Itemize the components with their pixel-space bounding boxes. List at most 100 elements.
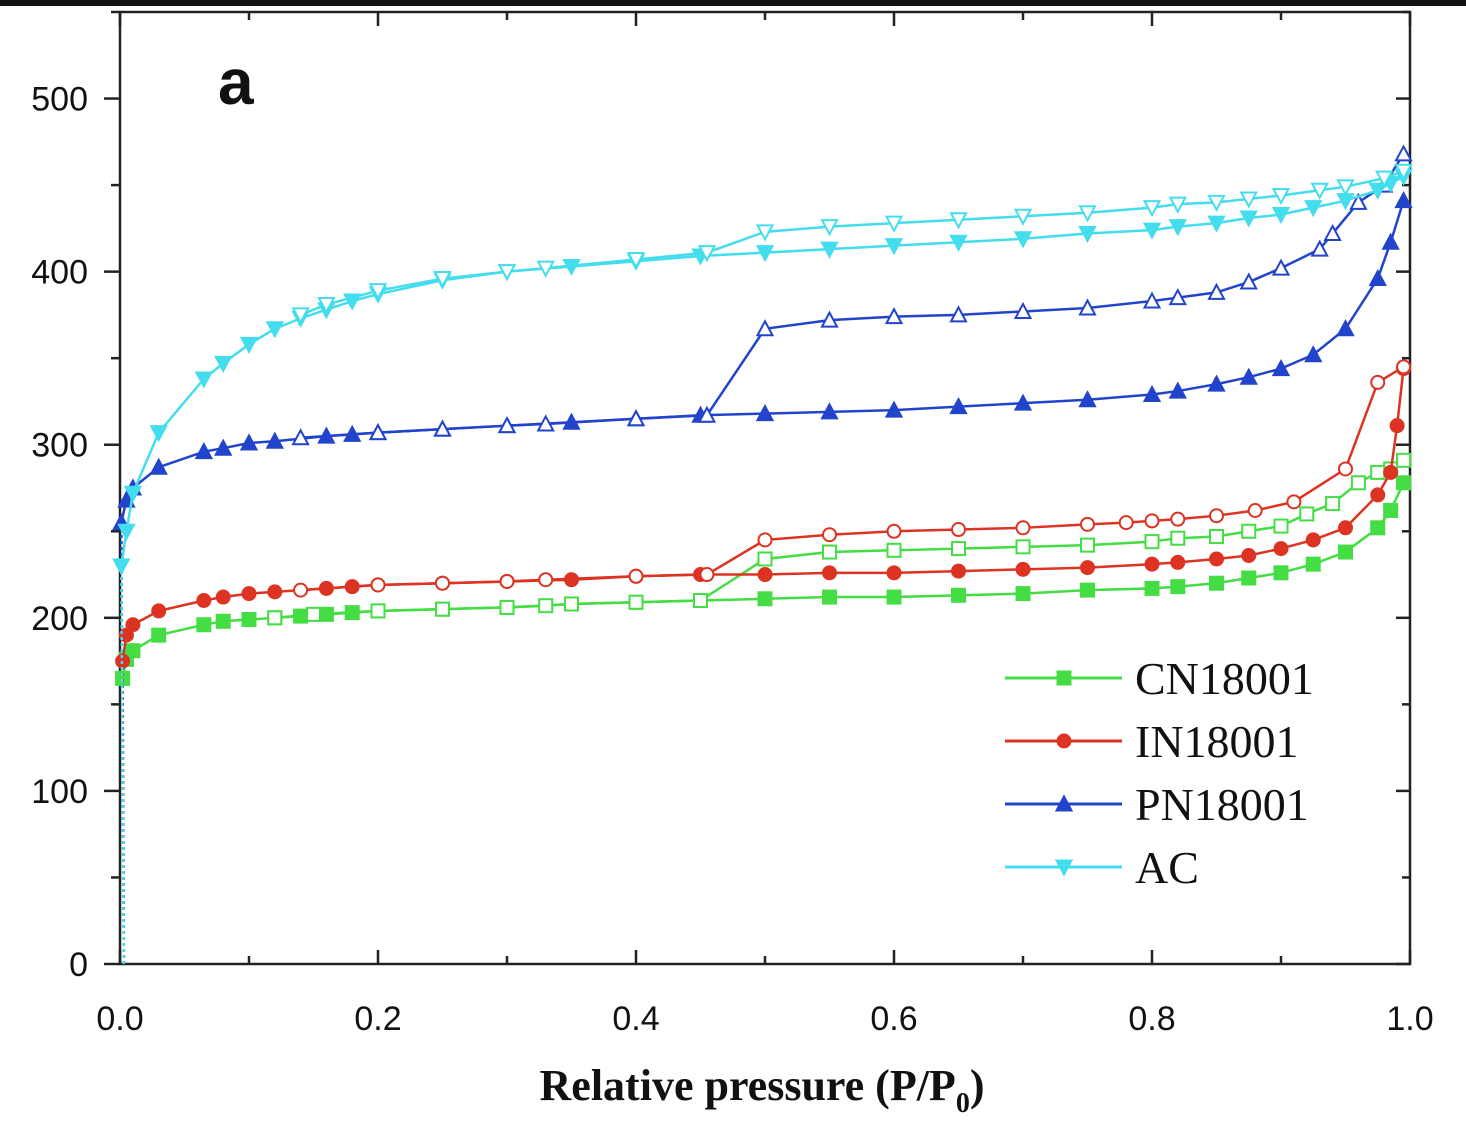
adsorption-point — [1304, 345, 1323, 363]
y-tick-label: 300 — [31, 427, 88, 465]
adsorption-point — [755, 403, 775, 422]
axis-ticks — [104, 10, 1412, 966]
desorption-point — [628, 568, 644, 584]
desorption-point — [1350, 475, 1366, 491]
desorption-point — [886, 542, 902, 558]
adsorption-point — [1241, 548, 1257, 564]
series-layer — [112, 144, 1413, 965]
desorption-point — [949, 212, 968, 230]
desorption-point — [536, 414, 555, 432]
series-CN18001 — [115, 452, 1412, 965]
top-border-strip — [0, 0, 1466, 6]
x-axis-title-close: ) — [970, 1061, 985, 1110]
y-tick-label: 100 — [31, 773, 88, 811]
desorption-point — [368, 283, 388, 301]
adsorption-point — [886, 565, 902, 581]
adsorption-point — [112, 558, 131, 576]
adsorption-point — [949, 234, 968, 252]
legend-marker — [1056, 670, 1072, 686]
adsorption-point — [755, 245, 775, 263]
desorption-point — [1015, 520, 1031, 536]
desorption-point — [267, 610, 283, 626]
desorption-point — [1310, 182, 1329, 200]
desorption-point — [1323, 223, 1342, 242]
desorption-point — [435, 601, 450, 617]
adsorption-point — [125, 643, 141, 659]
desorption-point — [1013, 301, 1033, 319]
adsorption-point — [951, 563, 966, 579]
adsorption-point — [1168, 381, 1187, 399]
series-AC — [112, 163, 1413, 965]
desorption-point — [628, 594, 644, 610]
adsorption-point — [265, 431, 284, 449]
adsorption-point — [1383, 503, 1399, 519]
desorption-point — [1336, 179, 1355, 197]
desorption-point — [822, 544, 837, 560]
desorption-point — [1078, 298, 1097, 316]
adsorption-point — [1383, 464, 1399, 480]
adsorption-point — [1144, 580, 1160, 596]
x-tick-labels: 0.0 0.2 0.4 0.6 0.8 1.0 — [96, 1000, 1433, 1038]
desorption-point — [1209, 508, 1224, 524]
adsorption-point — [1013, 393, 1033, 411]
legend-entry-CN18001: CN18001 — [1005, 653, 1314, 704]
x-axis-title-main: Relative pressure (P/P — [540, 1061, 956, 1110]
desorption-point — [820, 219, 839, 237]
adsorption-point — [1142, 222, 1162, 240]
desorption-point — [497, 416, 517, 434]
adsorption-point — [214, 438, 233, 456]
adsorption-point — [194, 371, 214, 389]
adsorption-point — [1305, 556, 1321, 572]
desorption-point — [1370, 464, 1386, 480]
panel-label: a — [218, 46, 254, 118]
desorption-point — [1325, 496, 1341, 512]
adsorption-point — [1239, 367, 1258, 385]
adsorption-point — [1271, 207, 1291, 225]
desorption-point — [626, 409, 646, 427]
adsorption-point — [1394, 191, 1413, 209]
adsorption-point — [317, 426, 336, 444]
desorption-point — [291, 428, 310, 446]
adsorption-point — [1013, 231, 1033, 249]
desorption-point — [1394, 163, 1413, 181]
adsorption-point — [1142, 384, 1162, 403]
desorption-point — [306, 606, 321, 622]
adsorption-point — [1144, 556, 1160, 572]
desorption-point — [536, 260, 555, 278]
y-tick-labels: 0 100 200 300 400 500 — [31, 81, 88, 984]
series-desorption-line — [300, 153, 1405, 440]
adsorption-point — [1273, 541, 1289, 557]
desorption-point — [820, 310, 839, 328]
adsorption-point — [343, 293, 362, 311]
series-low-pressure-rise — [120, 565, 126, 965]
desorption-point — [1247, 503, 1263, 519]
desorption-point — [755, 319, 775, 337]
adsorption-point — [344, 605, 360, 621]
adsorption-point — [151, 603, 167, 619]
legend-entry-AC: AC — [1005, 842, 1199, 893]
desorption-point — [626, 252, 646, 270]
series-desorption-line — [300, 365, 1405, 592]
desorption-point — [951, 522, 966, 538]
adsorption-point — [1338, 520, 1353, 536]
adsorption-point — [1381, 232, 1400, 250]
adsorption-point — [949, 397, 968, 415]
desorption-point — [370, 577, 386, 593]
desorption-point — [1396, 359, 1412, 375]
desorption-point — [949, 305, 968, 323]
desorption-point — [757, 532, 773, 548]
adsorption-point — [1170, 554, 1186, 570]
desorption-point — [564, 596, 579, 612]
desorption-point — [697, 245, 717, 263]
desorption-point — [1209, 528, 1224, 544]
adsorption-point — [564, 572, 579, 588]
desorption-point — [1273, 518, 1289, 534]
desorption-point — [435, 575, 450, 591]
desorption-point — [1310, 239, 1329, 257]
adsorption-point — [820, 402, 839, 420]
legend: CN18001 IN18001 PN18001 AC — [1005, 653, 1314, 893]
x-tick-label: 0.0 — [96, 1000, 143, 1038]
y-tick-label: 0 — [69, 946, 88, 984]
adsorption-point — [1170, 579, 1186, 595]
adsorption-point — [239, 433, 259, 451]
